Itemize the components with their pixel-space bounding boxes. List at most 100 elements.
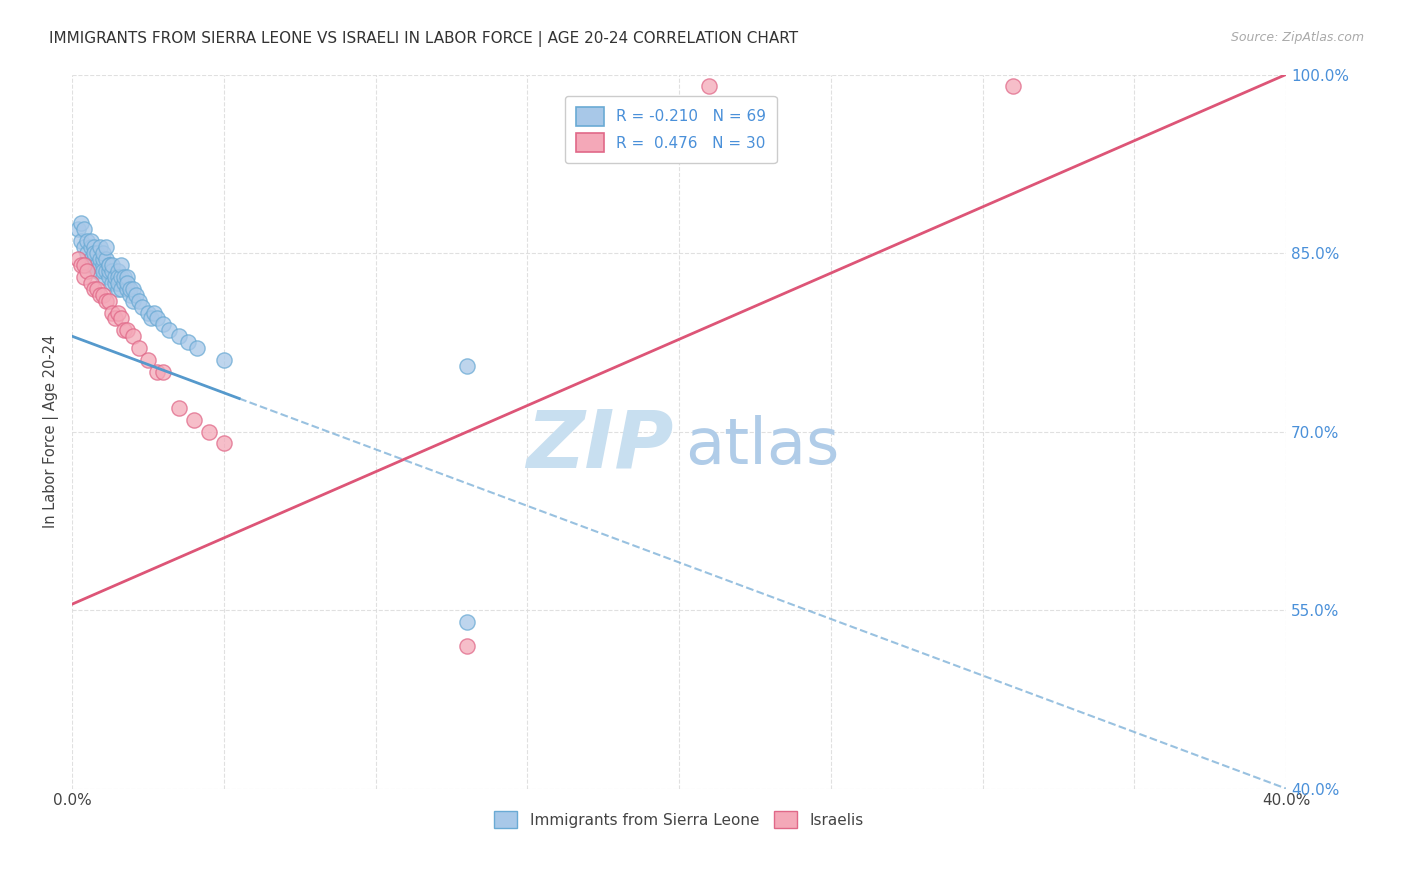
Text: IMMIGRANTS FROM SIERRA LEONE VS ISRAELI IN LABOR FORCE | AGE 20-24 CORRELATION C: IMMIGRANTS FROM SIERRA LEONE VS ISRAELI … xyxy=(49,31,799,47)
Point xyxy=(456,359,478,373)
Point xyxy=(136,305,159,319)
Point xyxy=(97,293,120,308)
Point xyxy=(699,79,721,94)
Point xyxy=(198,425,221,439)
Point xyxy=(107,264,129,278)
Point xyxy=(110,258,132,272)
Point xyxy=(1001,79,1024,94)
Point xyxy=(83,240,105,254)
Point xyxy=(91,287,114,301)
Point xyxy=(186,341,208,355)
Text: atlas: atlas xyxy=(685,415,839,477)
Point xyxy=(86,258,108,272)
Point xyxy=(100,258,122,272)
Point xyxy=(100,264,122,278)
Point xyxy=(86,282,108,296)
Point xyxy=(70,234,93,248)
Point xyxy=(115,276,138,290)
Point xyxy=(79,276,101,290)
Point xyxy=(107,276,129,290)
Text: Source: ZipAtlas.com: Source: ZipAtlas.com xyxy=(1230,31,1364,45)
Point xyxy=(107,282,129,296)
Point xyxy=(115,282,138,296)
Point xyxy=(112,276,135,290)
Point xyxy=(143,305,166,319)
Point xyxy=(76,234,98,248)
Point xyxy=(131,300,153,314)
Point xyxy=(70,216,93,230)
Legend: Immigrants from Sierra Leone, Israelis: Immigrants from Sierra Leone, Israelis xyxy=(488,805,870,834)
Point xyxy=(97,269,120,284)
Point xyxy=(104,311,127,326)
Text: ZIP: ZIP xyxy=(526,407,673,485)
Point xyxy=(112,269,135,284)
Point xyxy=(118,282,141,296)
Point xyxy=(152,318,174,332)
Point xyxy=(79,234,101,248)
Point xyxy=(136,353,159,368)
Point xyxy=(122,293,145,308)
Point xyxy=(456,615,478,629)
Point xyxy=(97,258,120,272)
Point xyxy=(97,258,120,272)
Point xyxy=(152,365,174,379)
Point xyxy=(73,258,96,272)
Point xyxy=(76,264,98,278)
Point xyxy=(141,311,163,326)
Point xyxy=(67,222,90,236)
Point xyxy=(212,436,235,450)
Point xyxy=(122,282,145,296)
Point xyxy=(100,305,122,319)
Point xyxy=(122,329,145,343)
Point xyxy=(89,287,111,301)
Point xyxy=(79,240,101,254)
Point xyxy=(118,287,141,301)
Point xyxy=(110,269,132,284)
Point xyxy=(167,401,190,415)
Point xyxy=(83,258,105,272)
Point xyxy=(146,311,169,326)
Point xyxy=(107,269,129,284)
Point xyxy=(73,269,96,284)
Point xyxy=(94,252,117,266)
Point xyxy=(91,264,114,278)
Point xyxy=(91,258,114,272)
Point xyxy=(110,311,132,326)
Point xyxy=(456,639,478,653)
Point xyxy=(91,252,114,266)
Point xyxy=(104,269,127,284)
Point xyxy=(100,276,122,290)
Point xyxy=(73,222,96,236)
Point xyxy=(94,264,117,278)
Point xyxy=(94,293,117,308)
Point xyxy=(115,269,138,284)
Point xyxy=(167,329,190,343)
Point xyxy=(76,246,98,260)
Point xyxy=(91,269,114,284)
Point xyxy=(89,252,111,266)
Point xyxy=(157,323,180,337)
Point xyxy=(83,282,105,296)
Point xyxy=(73,240,96,254)
Point xyxy=(89,240,111,254)
Point xyxy=(104,276,127,290)
Point xyxy=(83,252,105,266)
Point xyxy=(86,264,108,278)
Point xyxy=(176,335,198,350)
Point xyxy=(97,264,120,278)
Point xyxy=(91,246,114,260)
Point xyxy=(115,323,138,337)
Point xyxy=(183,412,205,426)
Point xyxy=(94,240,117,254)
Point xyxy=(212,353,235,368)
Point xyxy=(79,252,101,266)
Point xyxy=(70,258,93,272)
Point xyxy=(110,282,132,296)
Point xyxy=(107,305,129,319)
Point xyxy=(83,246,105,260)
Point xyxy=(67,252,90,266)
Point xyxy=(146,365,169,379)
Point xyxy=(89,258,111,272)
Point xyxy=(86,246,108,260)
Point xyxy=(76,258,98,272)
